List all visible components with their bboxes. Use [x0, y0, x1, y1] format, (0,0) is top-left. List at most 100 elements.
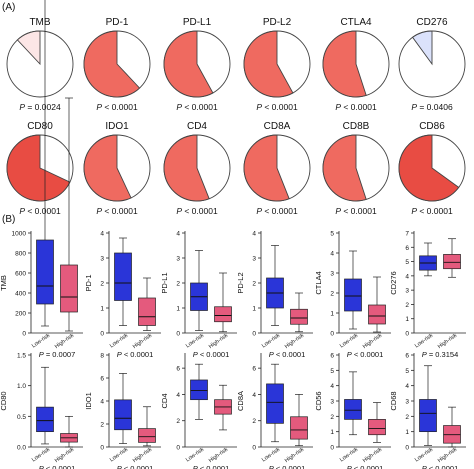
box-p-value-value: < 0.0001 [198, 350, 230, 359]
x-tick-label: High-risk [132, 447, 153, 465]
y-tick-label: 4 [405, 273, 409, 280]
pie-p-value-prefix: P [96, 102, 102, 112]
y-tick-label: 3 [405, 399, 409, 406]
pie-p-value: P < 0.0001 [335, 102, 377, 112]
box-p-value-prefix: P [39, 350, 44, 359]
pie-pd-1: PD-1 P < 0.0001 [83, 17, 151, 112]
box-iqr [290, 416, 308, 440]
pie-slice [16, 30, 41, 66]
box-p-value-value: = 0.0007 [44, 350, 76, 359]
pie-cd8b: CD8B P < 0.0001 [322, 121, 390, 216]
pie-p-value: P = 0.0024 [19, 102, 61, 112]
y-tick-label: 7 [405, 231, 409, 238]
y-tick-label: 6 [176, 366, 180, 373]
y-tick-label: 1000 [12, 231, 27, 238]
pie-p-value-value: < 0.0001 [262, 206, 298, 216]
y-tick-label: 5 [405, 368, 409, 375]
box-iqr [36, 239, 54, 305]
y-tick-label: 6 [405, 245, 409, 252]
box-p-value-prefix: P [39, 464, 44, 469]
y-tick-label: 6 [405, 353, 409, 360]
pie-p-value-prefix: P [335, 206, 341, 216]
y-tick-label: 3 [176, 256, 180, 263]
pie-p-value-value: < 0.0001 [182, 206, 218, 216]
pie-tmb: TMB P = 0.0024 [6, 17, 74, 112]
box-iqr [138, 297, 156, 326]
y-tick-label: 0 [252, 331, 256, 338]
y-tick-label: 1 [252, 306, 256, 313]
box-high-risk [138, 277, 156, 331]
y-tick-label: 2 [405, 414, 409, 421]
y-tick-label: 200 [15, 311, 26, 318]
box-high-risk [60, 97, 78, 332]
box-p-value-prefix: P [193, 350, 198, 359]
pie-p-value: P < 0.0001 [176, 206, 218, 216]
y-tick-label: 0 [330, 331, 334, 338]
y-tick-label: 0.0 [17, 445, 26, 452]
box-high-risk [368, 276, 386, 333]
box-p-value-value: < 0.0001 [274, 464, 306, 469]
pie-p-value-prefix: P [256, 102, 262, 112]
box-p-value-prefix: P [193, 464, 198, 469]
box-iqr [344, 278, 362, 312]
box-p-value-prefix: P [422, 464, 427, 469]
box-high-risk [368, 402, 386, 443]
y-tick-label: 1 [100, 306, 104, 313]
y-tick-label: 2 [176, 418, 180, 425]
y-axis-label: PD-L1 [160, 272, 169, 293]
y-tick-label: 4 [176, 231, 180, 238]
pie-chart-grid: TMB P = 0.0024 PD-1 P < 0.0001 PD-L1 P < 0.00… [6, 17, 466, 216]
x-tick-label: Low-risk [185, 447, 205, 464]
pie-title: CTLA4 [340, 17, 372, 28]
pie-p-value-value: < 0.0001 [102, 102, 138, 112]
box-iqr [368, 304, 386, 325]
x-tick-label: Low-risk [185, 333, 205, 350]
box-iqr [443, 254, 461, 270]
y-tick-label: 5 [405, 259, 409, 266]
y-tick-label: 0 [176, 331, 180, 338]
y-tick-label: 4 [330, 383, 334, 390]
box-low-risk [190, 363, 208, 420]
pie-slice [163, 30, 214, 98]
x-tick-label: High-risk [132, 333, 153, 351]
pie-title: CD86 [419, 121, 445, 132]
box-p-value-prefix: P [117, 464, 122, 469]
pie-p-value-prefix: P [411, 206, 417, 216]
box-high-risk [60, 415, 78, 448]
pie-p-value: P = 0.0406 [411, 102, 453, 112]
x-tick-label: High-risk [362, 447, 383, 465]
y-axis-label: TMB [0, 275, 8, 291]
y-axis-label: CD56 [314, 391, 323, 410]
box-iqr [344, 399, 362, 420]
pie-slice [83, 30, 141, 98]
pie-title: IDO1 [105, 121, 129, 132]
pie-title: CD80 [27, 121, 53, 132]
box-iqr [290, 308, 308, 325]
x-tick-label: High-risk [208, 333, 229, 351]
pie-cd86: CD86 P < 0.0001 [398, 121, 466, 216]
box-p-value: P < 0.0001 [193, 350, 230, 359]
x-tick-label: Low-risk [31, 333, 51, 350]
box-p-value-value: = 0.3154 [427, 350, 459, 359]
panel-label-b: (B) [2, 214, 15, 225]
x-tick-label: Low-risk [414, 447, 434, 464]
box-low-risk [344, 371, 362, 436]
box-p-value-value: < 0.0001 [274, 350, 306, 359]
x-tick-label: High-risk [437, 447, 458, 465]
box-p-value: P < 0.0001 [347, 464, 384, 469]
pie-slice [398, 134, 460, 202]
pie-slice [243, 134, 290, 202]
box-low-risk [419, 242, 437, 277]
box-p-value-value: < 0.0001 [352, 464, 384, 469]
pie-p-value: P < 0.0001 [256, 102, 298, 112]
y-tick-label: 1 [176, 306, 180, 313]
y-tick-label: 2 [252, 418, 256, 425]
box-iqr [138, 428, 156, 443]
y-axis-label: CD68 [389, 391, 398, 410]
pie-title: PD-1 [106, 17, 129, 28]
y-tick-label: 800 [15, 251, 26, 258]
